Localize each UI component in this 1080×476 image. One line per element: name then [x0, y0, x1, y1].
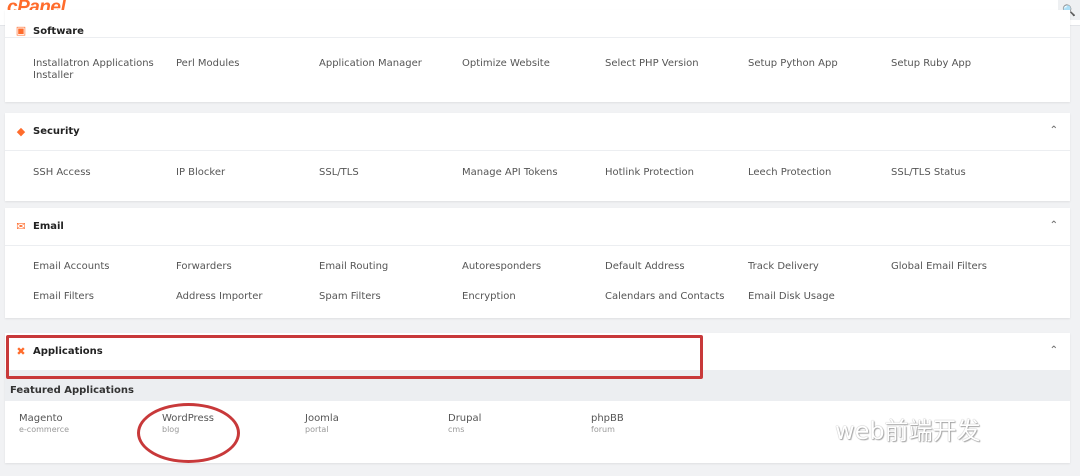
email-panel: ✉ Email ⌃ Email Accounts Forwarders Email Ro… [5, 208, 1070, 318]
chevron-up-icon[interactable]: ⌃ [1049, 220, 1058, 231]
link-autoresponders[interactable]: Autoresponders [462, 261, 542, 272]
link-ssh-access[interactable]: SSH Access [33, 167, 91, 178]
link-perl-modules[interactable]: Perl Modules [176, 58, 240, 69]
app-joomla[interactable]: Joomla portal [305, 413, 339, 435]
shield-icon: ◆ [16, 125, 26, 138]
software-icon: ▣ [15, 24, 27, 37]
link-email-accounts[interactable]: Email Accounts [33, 261, 110, 272]
app-drupal[interactable]: Drupal cms [448, 413, 481, 435]
envelope-icon: ✉ [16, 220, 26, 233]
tools-icon: ✖ [16, 345, 26, 358]
app-type: portal [305, 425, 329, 434]
chevron-up-icon[interactable]: ⌃ [1049, 345, 1058, 356]
link-select-php-version[interactable]: Select PHP Version [605, 58, 699, 69]
applications-header[interactable]: ✖ Applications ⌃ [5, 333, 1070, 371]
app-name: phpBB [591, 413, 624, 424]
link-calendars-and-contacts[interactable]: Calendars and Contacts [605, 291, 725, 302]
link-hotlink-protection[interactable]: Hotlink Protection [605, 167, 695, 178]
link-track-delivery[interactable]: Track Delivery [748, 261, 819, 272]
link-leech-protection[interactable]: Leech Protection [748, 167, 832, 178]
app-type: forum [591, 425, 615, 434]
security-header[interactable]: ◆ Security ⌃ [5, 113, 1070, 151]
link-manage-api-tokens[interactable]: Manage API Tokens [462, 167, 558, 178]
section-title: Software [33, 26, 84, 37]
software-header[interactable]: ▣ Software [5, 10, 1070, 38]
link-ssl-tls-status[interactable]: SSL/TLS Status [891, 167, 966, 178]
software-panel: ▣ Software Installatron Applications Inst… [5, 10, 1070, 102]
watermark: web前端开发 [835, 417, 981, 445]
link-email-filters[interactable]: Email Filters [33, 291, 94, 302]
app-magento[interactable]: Magento e-commerce [19, 413, 69, 435]
security-panel: ◆ Security ⌃ SSH Access IP Blocker SSL/TLS Ma… [5, 113, 1070, 201]
app-name: Joomla [305, 413, 339, 424]
link-global-email-filters[interactable]: Global Email Filters [891, 261, 987, 272]
email-header[interactable]: ✉ Email ⌃ [5, 208, 1070, 246]
link-default-address[interactable]: Default Address [605, 261, 685, 272]
link-encryption[interactable]: Encryption [462, 291, 516, 302]
annotation-ellipse [137, 403, 240, 463]
link-ip-blocker[interactable]: IP Blocker [176, 167, 226, 178]
link-application-manager[interactable]: Application Manager [319, 58, 422, 69]
link-spam-filters[interactable]: Spam Filters [319, 291, 381, 302]
section-title: Email [33, 221, 64, 232]
link-email-disk-usage[interactable]: Email Disk Usage [748, 291, 835, 302]
app-name: Magento [19, 413, 63, 424]
app-type: cms [448, 425, 465, 434]
link-ssl-tls[interactable]: SSL/TLS [319, 167, 359, 178]
link-setup-python-app[interactable]: Setup Python App [748, 58, 838, 69]
link-installatron-applications-installer[interactable]: Installatron Applications Installer [33, 58, 154, 81]
chevron-up-icon[interactable]: ⌃ [1049, 125, 1058, 136]
link-setup-ruby-app[interactable]: Setup Ruby App [891, 58, 972, 69]
annotation-rectangle [6, 335, 703, 379]
app-type: e-commerce [19, 425, 70, 434]
link-address-importer[interactable]: Address Importer [176, 291, 263, 302]
link-forwarders[interactable]: Forwarders [176, 261, 232, 272]
app-phpbb[interactable]: phpBB forum [591, 413, 624, 435]
link-optimize-website[interactable]: Optimize Website [462, 58, 550, 69]
section-title: Applications [33, 346, 103, 357]
app-name: Drupal [448, 413, 482, 424]
section-title: Security [33, 126, 80, 137]
link-email-routing[interactable]: Email Routing [319, 261, 389, 272]
